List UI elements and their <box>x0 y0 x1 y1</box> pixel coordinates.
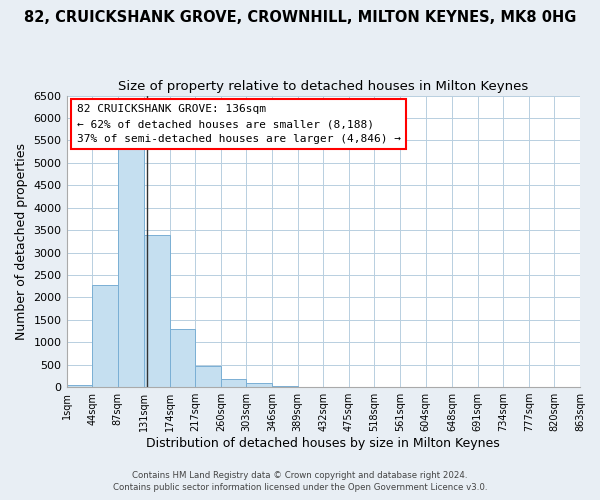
Y-axis label: Number of detached properties: Number of detached properties <box>15 143 28 340</box>
Title: Size of property relative to detached houses in Milton Keynes: Size of property relative to detached ho… <box>118 80 529 93</box>
Bar <box>67 385 92 387</box>
Text: 82 CRUICKSHANK GROVE: 136sqm
← 62% of detached houses are smaller (8,188)
37% of: 82 CRUICKSHANK GROVE: 136sqm ← 62% of de… <box>77 104 401 144</box>
Bar <box>195 366 221 387</box>
Bar <box>144 234 170 387</box>
Bar <box>92 285 118 387</box>
Text: Contains HM Land Registry data © Crown copyright and database right 2024.
Contai: Contains HM Land Registry data © Crown c… <box>113 471 487 492</box>
X-axis label: Distribution of detached houses by size in Milton Keynes: Distribution of detached houses by size … <box>146 437 500 450</box>
Bar <box>221 378 247 387</box>
Bar <box>170 329 195 387</box>
Bar <box>247 384 272 387</box>
Bar <box>272 386 298 387</box>
Bar <box>118 142 144 387</box>
Text: 82, CRUICKSHANK GROVE, CROWNHILL, MILTON KEYNES, MK8 0HG: 82, CRUICKSHANK GROVE, CROWNHILL, MILTON… <box>24 10 576 25</box>
